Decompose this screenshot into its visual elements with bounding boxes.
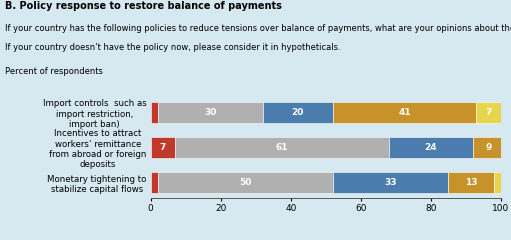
Text: If your country has the following policies to reduce tensions over balance of pa: If your country has the following polici…	[5, 24, 511, 33]
Text: 7: 7	[485, 108, 492, 117]
Bar	[158, 172, 333, 193]
Text: 24: 24	[425, 143, 437, 152]
Bar	[158, 102, 263, 123]
Bar	[389, 137, 473, 158]
Text: 30: 30	[204, 108, 217, 117]
Bar	[476, 102, 501, 123]
Text: If your country doesn’t have the policy now, please consider it in hypotheticals: If your country doesn’t have the policy …	[5, 43, 341, 52]
Text: 7: 7	[160, 143, 166, 152]
Bar	[263, 102, 333, 123]
Bar	[448, 172, 494, 193]
Text: 20: 20	[292, 108, 304, 117]
Bar	[333, 102, 476, 123]
Bar	[151, 137, 175, 158]
Text: Percent of respondents: Percent of respondents	[5, 67, 103, 76]
Text: 41: 41	[398, 108, 411, 117]
Bar	[333, 172, 448, 193]
Bar	[494, 172, 501, 193]
Bar	[151, 102, 158, 123]
Bar	[473, 137, 504, 158]
Text: B. Policy response to restore balance of payments: B. Policy response to restore balance of…	[5, 1, 282, 11]
Bar	[151, 172, 158, 193]
Text: 61: 61	[276, 143, 288, 152]
Text: 9: 9	[485, 143, 492, 152]
Text: 50: 50	[239, 178, 251, 187]
Text: 33: 33	[384, 178, 397, 187]
Text: 13: 13	[465, 178, 477, 187]
Bar	[175, 137, 389, 158]
